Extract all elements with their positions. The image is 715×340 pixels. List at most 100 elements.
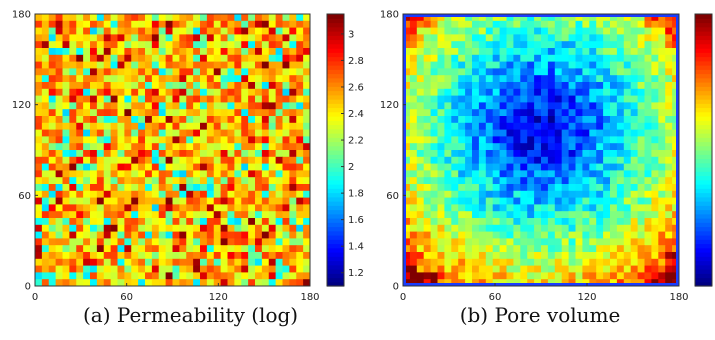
colorbar-segment — [695, 154, 712, 160]
field-cell — [138, 102, 146, 110]
field-cell — [186, 34, 194, 42]
field-cell — [672, 163, 680, 171]
field-cell — [423, 279, 432, 287]
field-cell — [603, 102, 611, 110]
field-cell — [90, 109, 98, 117]
field-cell — [520, 27, 528, 35]
field-cell — [492, 258, 501, 267]
field-cell — [472, 143, 480, 151]
field-cell — [465, 95, 473, 103]
field-cell — [303, 75, 311, 83]
field-cell — [416, 265, 425, 273]
field-cell — [261, 170, 270, 178]
field-cell — [492, 204, 501, 212]
field-cell — [110, 88, 118, 97]
field-cell — [41, 143, 50, 151]
field-cell — [458, 143, 466, 151]
field-cell — [172, 218, 180, 226]
field-cell — [541, 156, 549, 165]
field-cell — [261, 204, 270, 212]
field-cell — [138, 190, 146, 199]
field-cell — [651, 41, 659, 49]
field-cell — [478, 184, 487, 192]
field-cell — [637, 75, 645, 83]
field-cell — [96, 122, 105, 131]
field-cell — [444, 170, 452, 178]
field-cell — [589, 265, 597, 273]
field-cell — [151, 163, 160, 171]
field-cell — [513, 177, 521, 185]
field-cell — [103, 75, 112, 83]
field-cell — [458, 27, 466, 35]
field-cell — [41, 190, 50, 199]
field-cell — [41, 245, 50, 253]
field-cell — [472, 272, 480, 280]
field-cell — [296, 245, 304, 253]
field-cell — [596, 122, 604, 131]
field-cell — [193, 102, 201, 110]
field-cell — [520, 252, 528, 260]
field-cell — [255, 27, 263, 35]
field-cell — [206, 143, 215, 151]
field-cell — [268, 258, 277, 267]
field-cell — [409, 88, 418, 97]
field-cell — [179, 129, 187, 137]
field-cell — [227, 197, 235, 205]
field-cell — [261, 231, 270, 239]
field-cell — [83, 218, 91, 226]
field-cell — [416, 27, 425, 35]
field-cell — [275, 224, 283, 233]
field-cell — [561, 211, 570, 219]
field-cell — [430, 238, 438, 246]
field-cell — [458, 34, 466, 42]
field-cell — [213, 143, 222, 151]
field-cell — [35, 34, 43, 42]
field-cell — [665, 88, 673, 97]
field-cell — [151, 204, 160, 212]
field-cell — [124, 258, 132, 267]
field-cell — [124, 41, 132, 49]
field-cell — [35, 109, 43, 117]
field-cell — [499, 224, 507, 233]
field-cell — [117, 184, 125, 192]
field-cell — [506, 27, 514, 35]
field-cell — [138, 48, 146, 56]
field-cell — [172, 102, 180, 110]
field-cell — [103, 129, 112, 137]
field-cell — [658, 102, 666, 110]
field-cell — [527, 279, 535, 287]
field-cell — [541, 129, 549, 137]
field-cell — [603, 41, 611, 49]
field-cell — [575, 122, 583, 131]
field-cell — [485, 279, 494, 287]
field-cell — [200, 279, 208, 287]
field-cell — [561, 41, 570, 49]
field-cell — [179, 279, 187, 287]
field-cell — [241, 245, 249, 253]
field-cell — [69, 14, 77, 22]
field-cell — [547, 136, 556, 144]
field-cell — [96, 197, 105, 205]
field-cell — [186, 231, 194, 239]
field-cell — [575, 224, 583, 233]
field-cell — [616, 190, 625, 199]
field-cell — [603, 27, 611, 35]
field-cell — [444, 116, 452, 124]
field-cell — [416, 41, 425, 49]
field-cell — [637, 272, 645, 280]
field-cell — [568, 238, 576, 246]
field-cell — [403, 27, 411, 35]
field-cell — [151, 238, 160, 246]
field-cell — [458, 82, 466, 90]
field-cell — [158, 197, 167, 205]
field-cell — [534, 82, 542, 90]
field-cell — [568, 143, 576, 151]
field-cell — [117, 177, 125, 185]
field-cell — [672, 88, 680, 97]
colorbar-segment — [695, 162, 712, 168]
field-cell — [465, 75, 473, 83]
field-cell — [48, 197, 57, 205]
field-cell — [582, 184, 590, 192]
field-cell — [220, 231, 228, 239]
field-cell — [248, 258, 256, 267]
